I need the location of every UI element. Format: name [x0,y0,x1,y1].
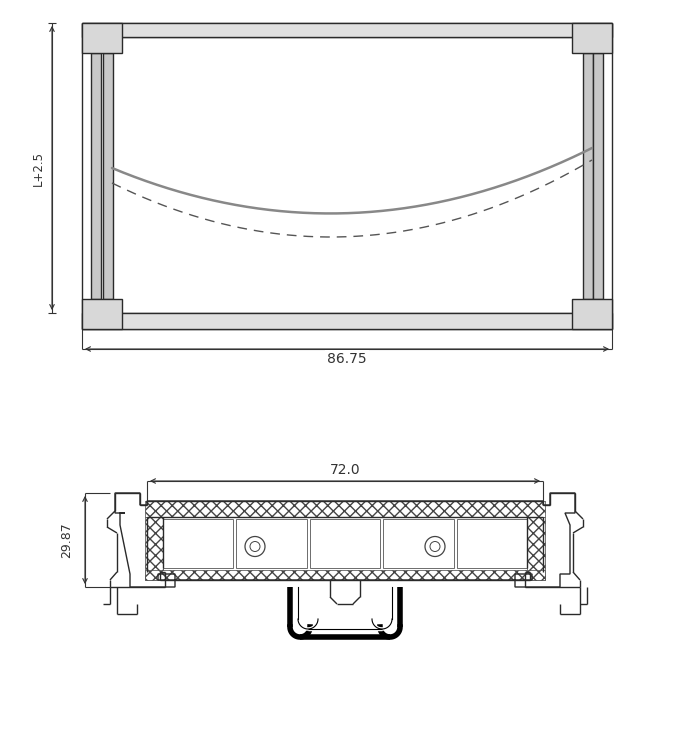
Bar [82,23,612,37]
Bar [82,313,612,329]
Text: 29.87: 29.87 [61,522,74,558]
Text: 86.75: 86.75 [327,352,367,366]
Bar [145,517,163,580]
Bar [103,53,113,299]
Bar [163,519,234,568]
Text: 72.0: 72.0 [330,463,361,477]
Circle shape [430,542,440,552]
Bar [572,23,612,53]
Bar [236,519,307,568]
Bar [457,519,527,568]
Text: L+2.5: L+2.5 [31,150,44,185]
Bar [82,299,122,329]
Bar [527,517,545,580]
Circle shape [245,537,265,556]
Bar [383,519,454,568]
Bar [572,299,612,329]
Bar [82,23,122,53]
Circle shape [425,537,445,556]
Bar [145,570,545,580]
Bar [145,501,545,517]
Circle shape [250,542,260,552]
Bar [593,53,603,299]
Bar [91,53,101,299]
Bar [583,53,593,299]
Bar [310,519,380,568]
